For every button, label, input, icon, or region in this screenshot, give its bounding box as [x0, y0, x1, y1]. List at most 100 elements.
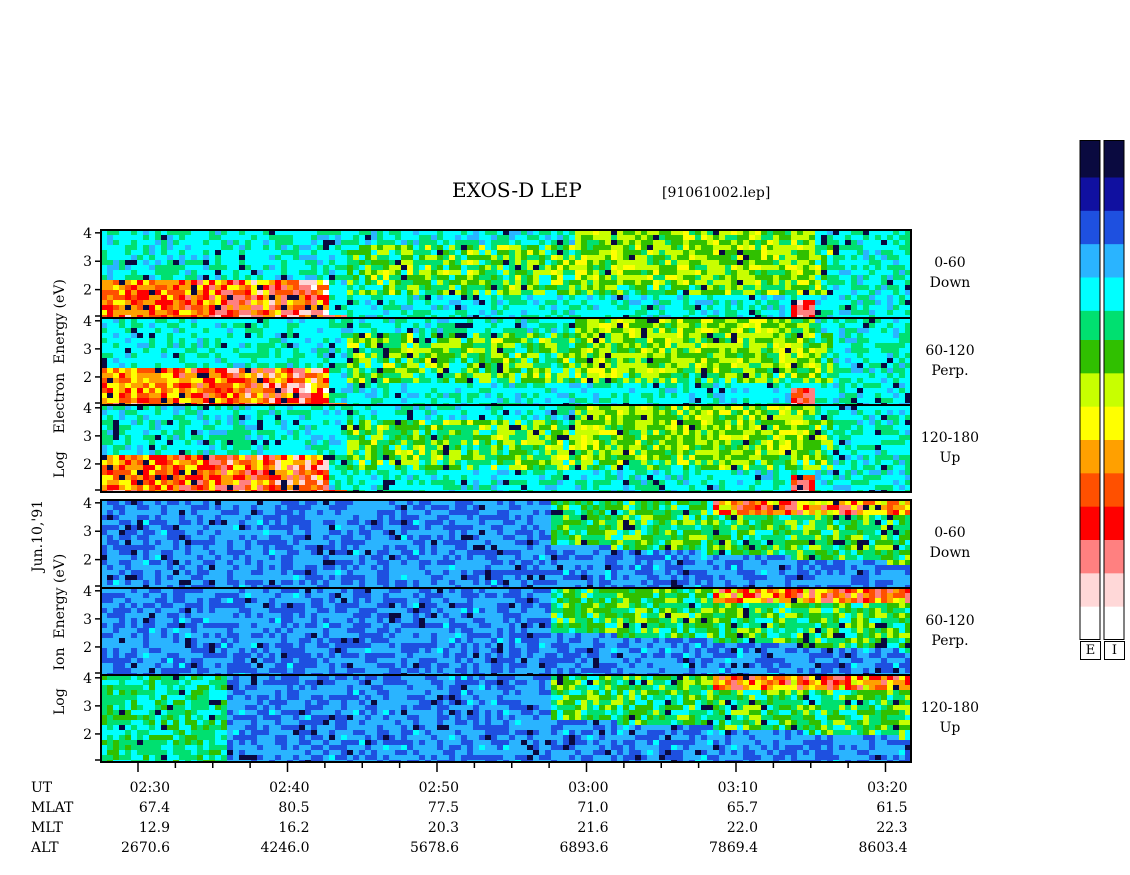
spectrogram-cell	[419, 280, 425, 285]
spectrogram-cell	[491, 348, 497, 353]
spectrogram-cell	[833, 285, 839, 290]
spectrogram-cell	[593, 235, 599, 240]
spectrogram-cell	[593, 295, 599, 300]
spectrogram-cell	[581, 388, 587, 393]
spectrogram-cell	[755, 240, 761, 245]
spectrogram-cell	[443, 338, 449, 343]
spectrogram-cell	[707, 290, 713, 295]
spectrogram-cell	[119, 470, 125, 475]
spectrogram-cell	[605, 383, 611, 388]
spectrogram-cell	[413, 368, 419, 373]
spectrogram-cell	[773, 260, 779, 265]
spectrogram-cell	[305, 290, 311, 295]
spectrogram-cell	[701, 240, 707, 245]
spectrogram-cell	[215, 315, 221, 318]
spectrogram-cell	[533, 398, 539, 403]
spectrogram-cell	[845, 295, 851, 300]
spectrogram-cell	[347, 235, 353, 240]
spectrogram-cell	[533, 290, 539, 295]
spectrogram-cell	[113, 450, 119, 455]
spectrogram-cell	[509, 383, 515, 388]
spectrogram-cell	[281, 358, 287, 363]
spectrogram-cell	[575, 363, 581, 368]
spectrogram-cell	[713, 305, 719, 310]
spectrogram-cell	[623, 323, 629, 328]
spectrogram-cell	[173, 348, 179, 353]
spectrogram-cell	[137, 398, 143, 403]
spectrogram-cell	[293, 353, 299, 358]
spectrogram-cell	[527, 323, 533, 328]
spectrogram-cell	[143, 275, 149, 280]
spectrogram-cell	[599, 348, 605, 353]
spectrogram-cell	[389, 265, 395, 270]
spectrogram-cell	[527, 305, 533, 310]
spectrogram-cell	[737, 398, 743, 403]
spectrogram-cell	[515, 358, 521, 363]
spectrogram-cell	[815, 378, 821, 383]
spectrogram-cell	[455, 328, 461, 333]
spectrogram-cell	[815, 398, 821, 403]
spectrogram-cell	[827, 265, 833, 270]
spectrogram-cell	[365, 240, 371, 245]
spectrogram-cell	[797, 275, 803, 280]
spectrogram-cell	[635, 373, 641, 378]
spectrogram-cell	[869, 295, 875, 300]
spectrogram-cell	[737, 338, 743, 343]
spectrogram-cell	[479, 235, 485, 240]
spectrogram-cell	[533, 300, 539, 305]
spectrogram-cell	[485, 338, 491, 343]
spectrogram-cell	[167, 255, 173, 260]
spectrogram-cell	[851, 305, 857, 310]
spectrogram-cell	[413, 250, 419, 255]
spectrogram-cell	[653, 393, 659, 398]
spectrogram-cell	[431, 255, 437, 260]
spectrogram-cell	[797, 398, 803, 403]
spectrogram-cell	[821, 363, 827, 368]
spectrogram-cell	[131, 445, 137, 450]
spectrogram-cell	[113, 480, 119, 485]
spectrogram-cell	[869, 310, 875, 315]
spectrogram-cell	[689, 290, 695, 295]
spectrogram-cell	[323, 338, 329, 343]
spectrogram-cell	[605, 333, 611, 338]
spectrogram-cell	[245, 353, 251, 358]
spectrogram-cell	[371, 290, 377, 295]
spectrogram-cell	[317, 383, 323, 388]
spectrogram-cell	[857, 230, 863, 235]
spectrogram-cell	[407, 353, 413, 358]
spectrogram-cell	[119, 358, 125, 363]
spectrogram-cell	[263, 240, 269, 245]
spectrogram-cell	[425, 315, 431, 318]
spectrogram-cell	[329, 348, 335, 353]
spectrogram-cell	[857, 343, 863, 348]
spectrogram-cell	[881, 348, 887, 353]
spectrogram-cell	[551, 388, 557, 393]
spectrogram-cell	[719, 323, 725, 328]
spectrogram-cell	[383, 295, 389, 300]
spectrogram-cell	[905, 383, 911, 388]
spectrogram-cell	[689, 250, 695, 255]
spectrogram-cell	[599, 363, 605, 368]
spectrogram-cell	[803, 290, 809, 295]
spectrogram-cell	[863, 388, 869, 393]
spectrogram-cell	[431, 235, 437, 240]
spectrogram-cell	[887, 323, 893, 328]
spectrogram-cell	[359, 383, 365, 388]
spectrogram-cell	[875, 343, 881, 348]
spectrogram-cell	[851, 353, 857, 358]
spectrogram-cell	[101, 410, 107, 415]
spectrogram-cell	[215, 250, 221, 255]
spectrogram-cell	[695, 300, 701, 305]
y-tick-label: 2	[83, 283, 92, 299]
spectrogram-cell	[713, 270, 719, 275]
spectrogram-cell	[551, 310, 557, 315]
spectrogram-cell	[833, 318, 839, 323]
spectrogram-cell	[899, 235, 905, 240]
spectrogram-cell	[137, 343, 143, 348]
spectrogram-cell	[803, 323, 809, 328]
spectrogram-cell	[701, 328, 707, 333]
spectrogram-cell	[737, 388, 743, 393]
spectrogram-cell	[371, 333, 377, 338]
spectrogram-cell	[869, 328, 875, 333]
spectrogram-cell	[887, 280, 893, 285]
